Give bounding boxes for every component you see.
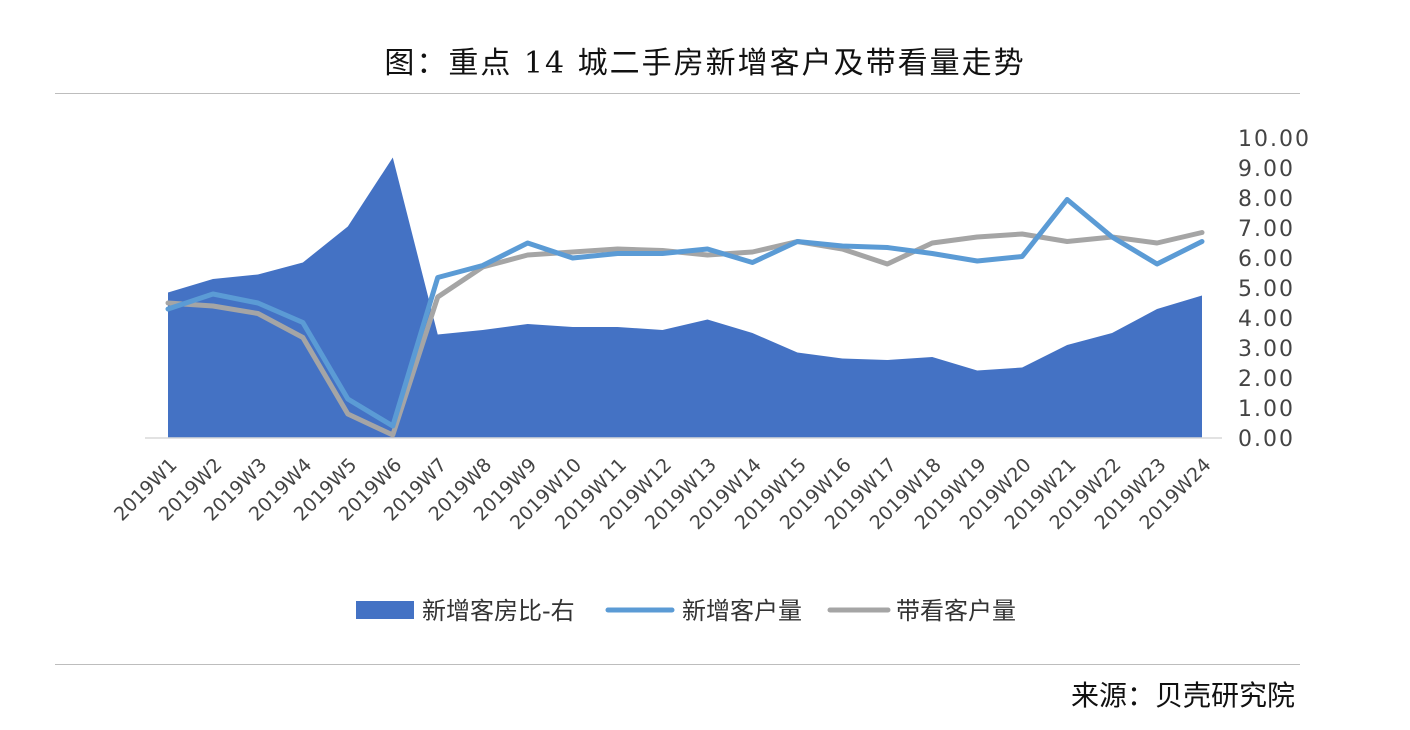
top-divider — [55, 93, 1300, 94]
y-tick-label: 8.00 — [1238, 187, 1295, 212]
legend-label-new-clients: 新增客户量 — [682, 597, 802, 625]
y-tick-label: 0.00 — [1238, 427, 1295, 452]
legend-label-viewings: 带看客户量 — [896, 597, 1016, 625]
area-layer — [168, 157, 1202, 438]
y-tick-label: 1.00 — [1238, 397, 1295, 422]
y-tick-label: 5.00 — [1238, 277, 1295, 302]
y-tick-label: 10.00 — [1238, 127, 1311, 152]
series-line-new-clients — [165, 197, 1205, 429]
line-layer — [165, 197, 1205, 438]
source-note: 来源：贝壳研究院 — [1070, 679, 1295, 712]
series-area-new-client-ratio — [168, 157, 1202, 438]
legend-swatch-area — [356, 601, 414, 619]
bottom-divider — [55, 664, 1300, 665]
y-tick-label: 6.00 — [1238, 247, 1295, 272]
legend-label-area: 新增客房比-右 — [422, 597, 575, 625]
y-tick-label: 9.00 — [1238, 157, 1295, 182]
y-tick-label: 4.00 — [1238, 307, 1295, 332]
chart-title: 图：重点 14 城二手房新增客户及带看量走势 — [384, 46, 1026, 81]
y-tick-label: 7.00 — [1238, 217, 1295, 242]
x-axis-ticks: 2019W12019W22019W32019W42019W52019W62019… — [110, 454, 1216, 534]
legend: 新增客房比-右 新增客户量 带看客户量 — [356, 597, 1016, 625]
y-tick-label: 2.00 — [1238, 367, 1295, 392]
y-axis-ticks: 0.00 1.00 2.00 3.00 4.00 5.00 6.00 7.00 8.00 9.00… — [1238, 127, 1311, 452]
y-tick-label: 3.00 — [1238, 337, 1295, 362]
